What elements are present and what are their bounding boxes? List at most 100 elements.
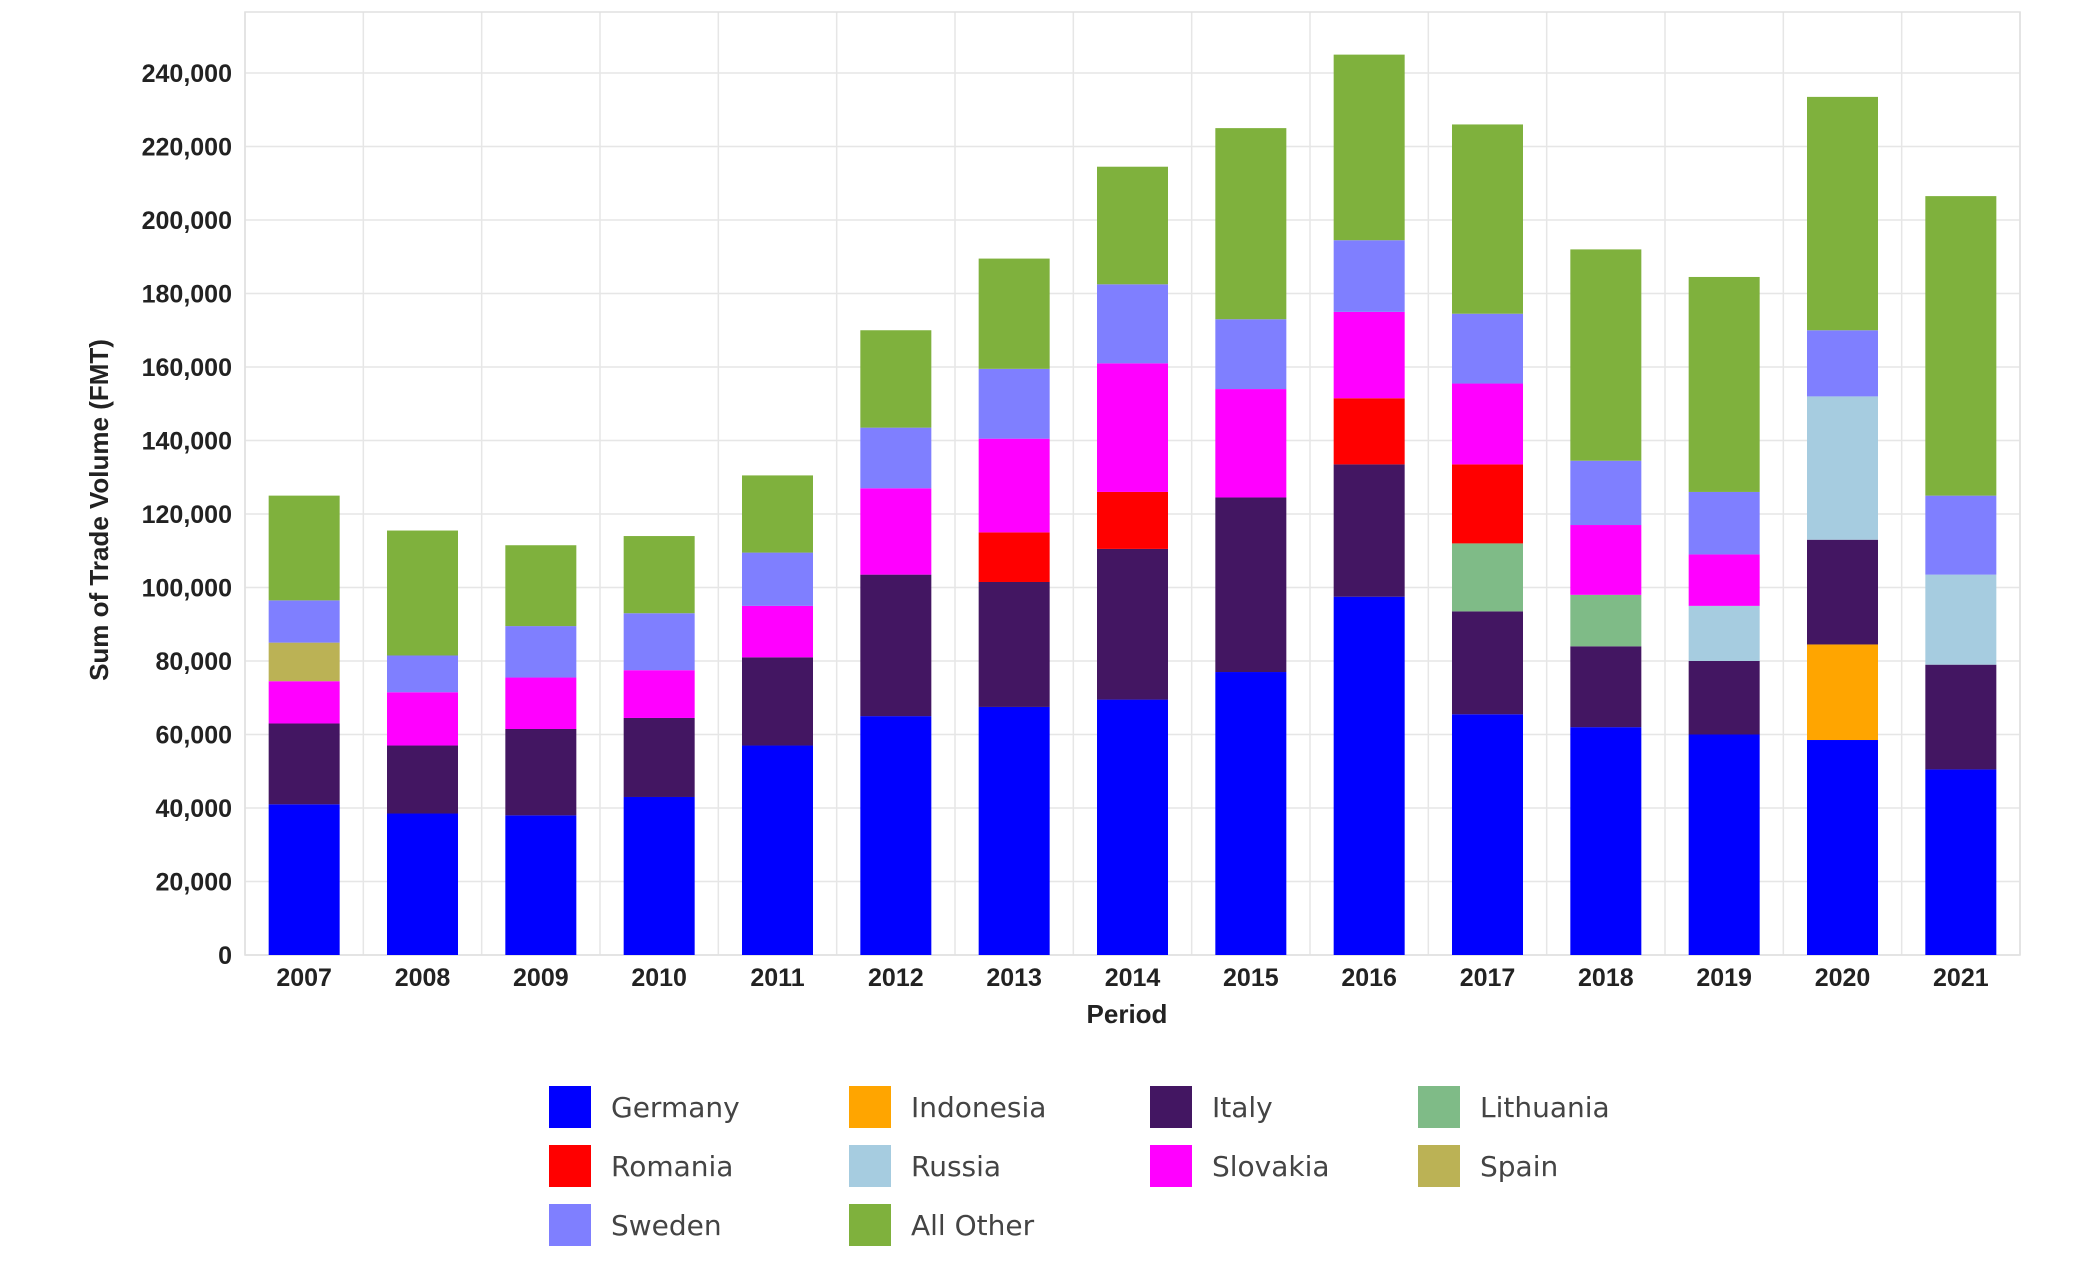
bar-2014-romania: [1097, 491, 1168, 549]
bar-2015-sweden: [1215, 319, 1287, 390]
y-tick-label: 180,000: [142, 281, 232, 309]
legend-swatch: [549, 1204, 591, 1246]
y-tick-label: 220,000: [142, 134, 232, 162]
legend-swatch: [849, 1145, 891, 1187]
bar-2008-slovakia: [387, 692, 458, 746]
legend-swatch: [549, 1086, 591, 1128]
bar-2021-italy: [1925, 664, 1997, 770]
bar-2016-italy: [1333, 464, 1405, 597]
bar-2010-germany: [623, 796, 695, 955]
legend-item-slovakia: Slovakia: [1150, 1145, 1330, 1187]
bar-2013-slovakia: [978, 438, 1050, 533]
y-tick-label: 40,000: [156, 795, 232, 823]
bar-2017-sweden: [1452, 313, 1523, 384]
legend-item-russia: Russia: [849, 1145, 1001, 1187]
legend-label: Indonesia: [911, 1091, 1046, 1124]
legend-swatch: [1418, 1145, 1460, 1187]
bars: [268, 54, 1997, 955]
bar-2013-all-other: [978, 258, 1050, 369]
bar-2012-slovakia: [860, 488, 932, 575]
bar-2018-lithuania: [1570, 594, 1642, 647]
bar-2008-germany: [387, 813, 458, 955]
bar-2011-all-other: [742, 475, 813, 553]
legend-label: Romania: [611, 1150, 733, 1183]
bar-2008-all-other: [387, 530, 458, 656]
bar-2014-all-other: [1097, 166, 1168, 285]
bar-2021-sweden: [1925, 495, 1997, 575]
legend: Germany Romania Sweden Indonesia Russia All O…: [549, 1086, 1610, 1246]
y-tick-label: 20,000: [156, 869, 232, 897]
bar-2020-russia: [1807, 396, 1878, 540]
y-tick-label: 160,000: [142, 354, 232, 382]
bar-2007-spain: [268, 642, 340, 682]
bar-2019-all-other: [1688, 276, 1760, 492]
x-tick-label: 2007: [276, 964, 332, 992]
x-tick-label: 2010: [631, 964, 687, 992]
y-tick-label: 200,000: [142, 207, 232, 235]
legend-label: Germany: [611, 1091, 740, 1124]
bar-2010-all-other: [623, 536, 695, 614]
legend-item-spain: Spain: [1418, 1145, 1558, 1187]
bar-2014-slovakia: [1097, 363, 1168, 492]
bar-2009-sweden: [505, 626, 577, 678]
bar-2020-all-other: [1807, 96, 1878, 331]
x-tick-label: 2017: [1460, 964, 1516, 992]
bar-2018-slovakia: [1570, 525, 1642, 595]
y-axis-ticks: 0 20,000 40,000 60,000 80,000 100,000 120,000 1…: [142, 60, 232, 970]
x-tick-label: 2013: [986, 964, 1042, 992]
bar-2012-all-other: [860, 330, 932, 428]
bar-2013-germany: [978, 706, 1050, 955]
y-axis-title: Sum of Trade Volume (FMT): [84, 339, 114, 681]
x-axis-title: Period: [1087, 999, 1168, 1029]
bar-2012-sweden: [860, 427, 932, 489]
bar-2007-germany: [268, 804, 340, 955]
bar-2012-germany: [860, 716, 932, 955]
bar-2013-sweden: [978, 368, 1050, 439]
bar-2021-russia: [1925, 574, 1997, 665]
legend-label: All Other: [911, 1209, 1035, 1242]
y-tick-label: 120,000: [142, 501, 232, 529]
legend-item-lithuania: Lithuania: [1418, 1086, 1610, 1128]
bar-2017-romania: [1452, 464, 1523, 544]
x-tick-label: 2008: [395, 964, 451, 992]
bar-2017-slovakia: [1452, 383, 1523, 465]
bar-2007-all-other: [268, 495, 340, 601]
bar-2008-sweden: [387, 655, 458, 693]
bar-2010-italy: [623, 717, 695, 797]
bar-2011-slovakia: [742, 605, 813, 658]
x-tick-label: 2015: [1223, 964, 1279, 992]
bar-2014-germany: [1097, 699, 1168, 955]
bar-2017-italy: [1452, 611, 1523, 715]
bar-2012-italy: [860, 574, 932, 717]
bar-2011-sweden: [742, 552, 813, 606]
y-tick-label: 60,000: [156, 722, 232, 750]
bar-2016-all-other: [1333, 54, 1405, 241]
bar-2019-slovakia: [1688, 554, 1760, 606]
y-tick-label: 240,000: [142, 60, 232, 88]
legend-label: Russia: [911, 1150, 1001, 1183]
legend-item-italy: Italy: [1150, 1086, 1273, 1128]
x-tick-label: 2016: [1341, 964, 1397, 992]
bar-2009-germany: [505, 815, 577, 955]
bar-2009-all-other: [505, 545, 577, 627]
bar-2010-slovakia: [623, 670, 695, 718]
legend-swatch: [549, 1145, 591, 1187]
bar-2008-italy: [387, 745, 458, 814]
bar-2011-italy: [742, 657, 813, 746]
x-axis-ticks: 2007 2008 2009 2010 2011 2012 2013 2014 2015 2016…: [276, 964, 1988, 992]
legend-item-indonesia: Indonesia: [849, 1086, 1046, 1128]
bar-2020-sweden: [1807, 330, 1878, 397]
bar-2015-italy: [1215, 497, 1287, 673]
legend-label: Spain: [1480, 1150, 1558, 1183]
bar-2021-all-other: [1925, 196, 1997, 496]
bar-2013-italy: [978, 581, 1050, 707]
legend-item-all-other: All Other: [849, 1204, 1035, 1246]
bar-2018-all-other: [1570, 249, 1642, 461]
x-tick-label: 2011: [750, 964, 804, 992]
bar-2018-italy: [1570, 646, 1642, 728]
bar-2014-sweden: [1097, 284, 1168, 364]
bar-2017-germany: [1452, 714, 1523, 955]
bar-2020-germany: [1807, 740, 1878, 955]
y-tick-label: 100,000: [142, 575, 232, 603]
